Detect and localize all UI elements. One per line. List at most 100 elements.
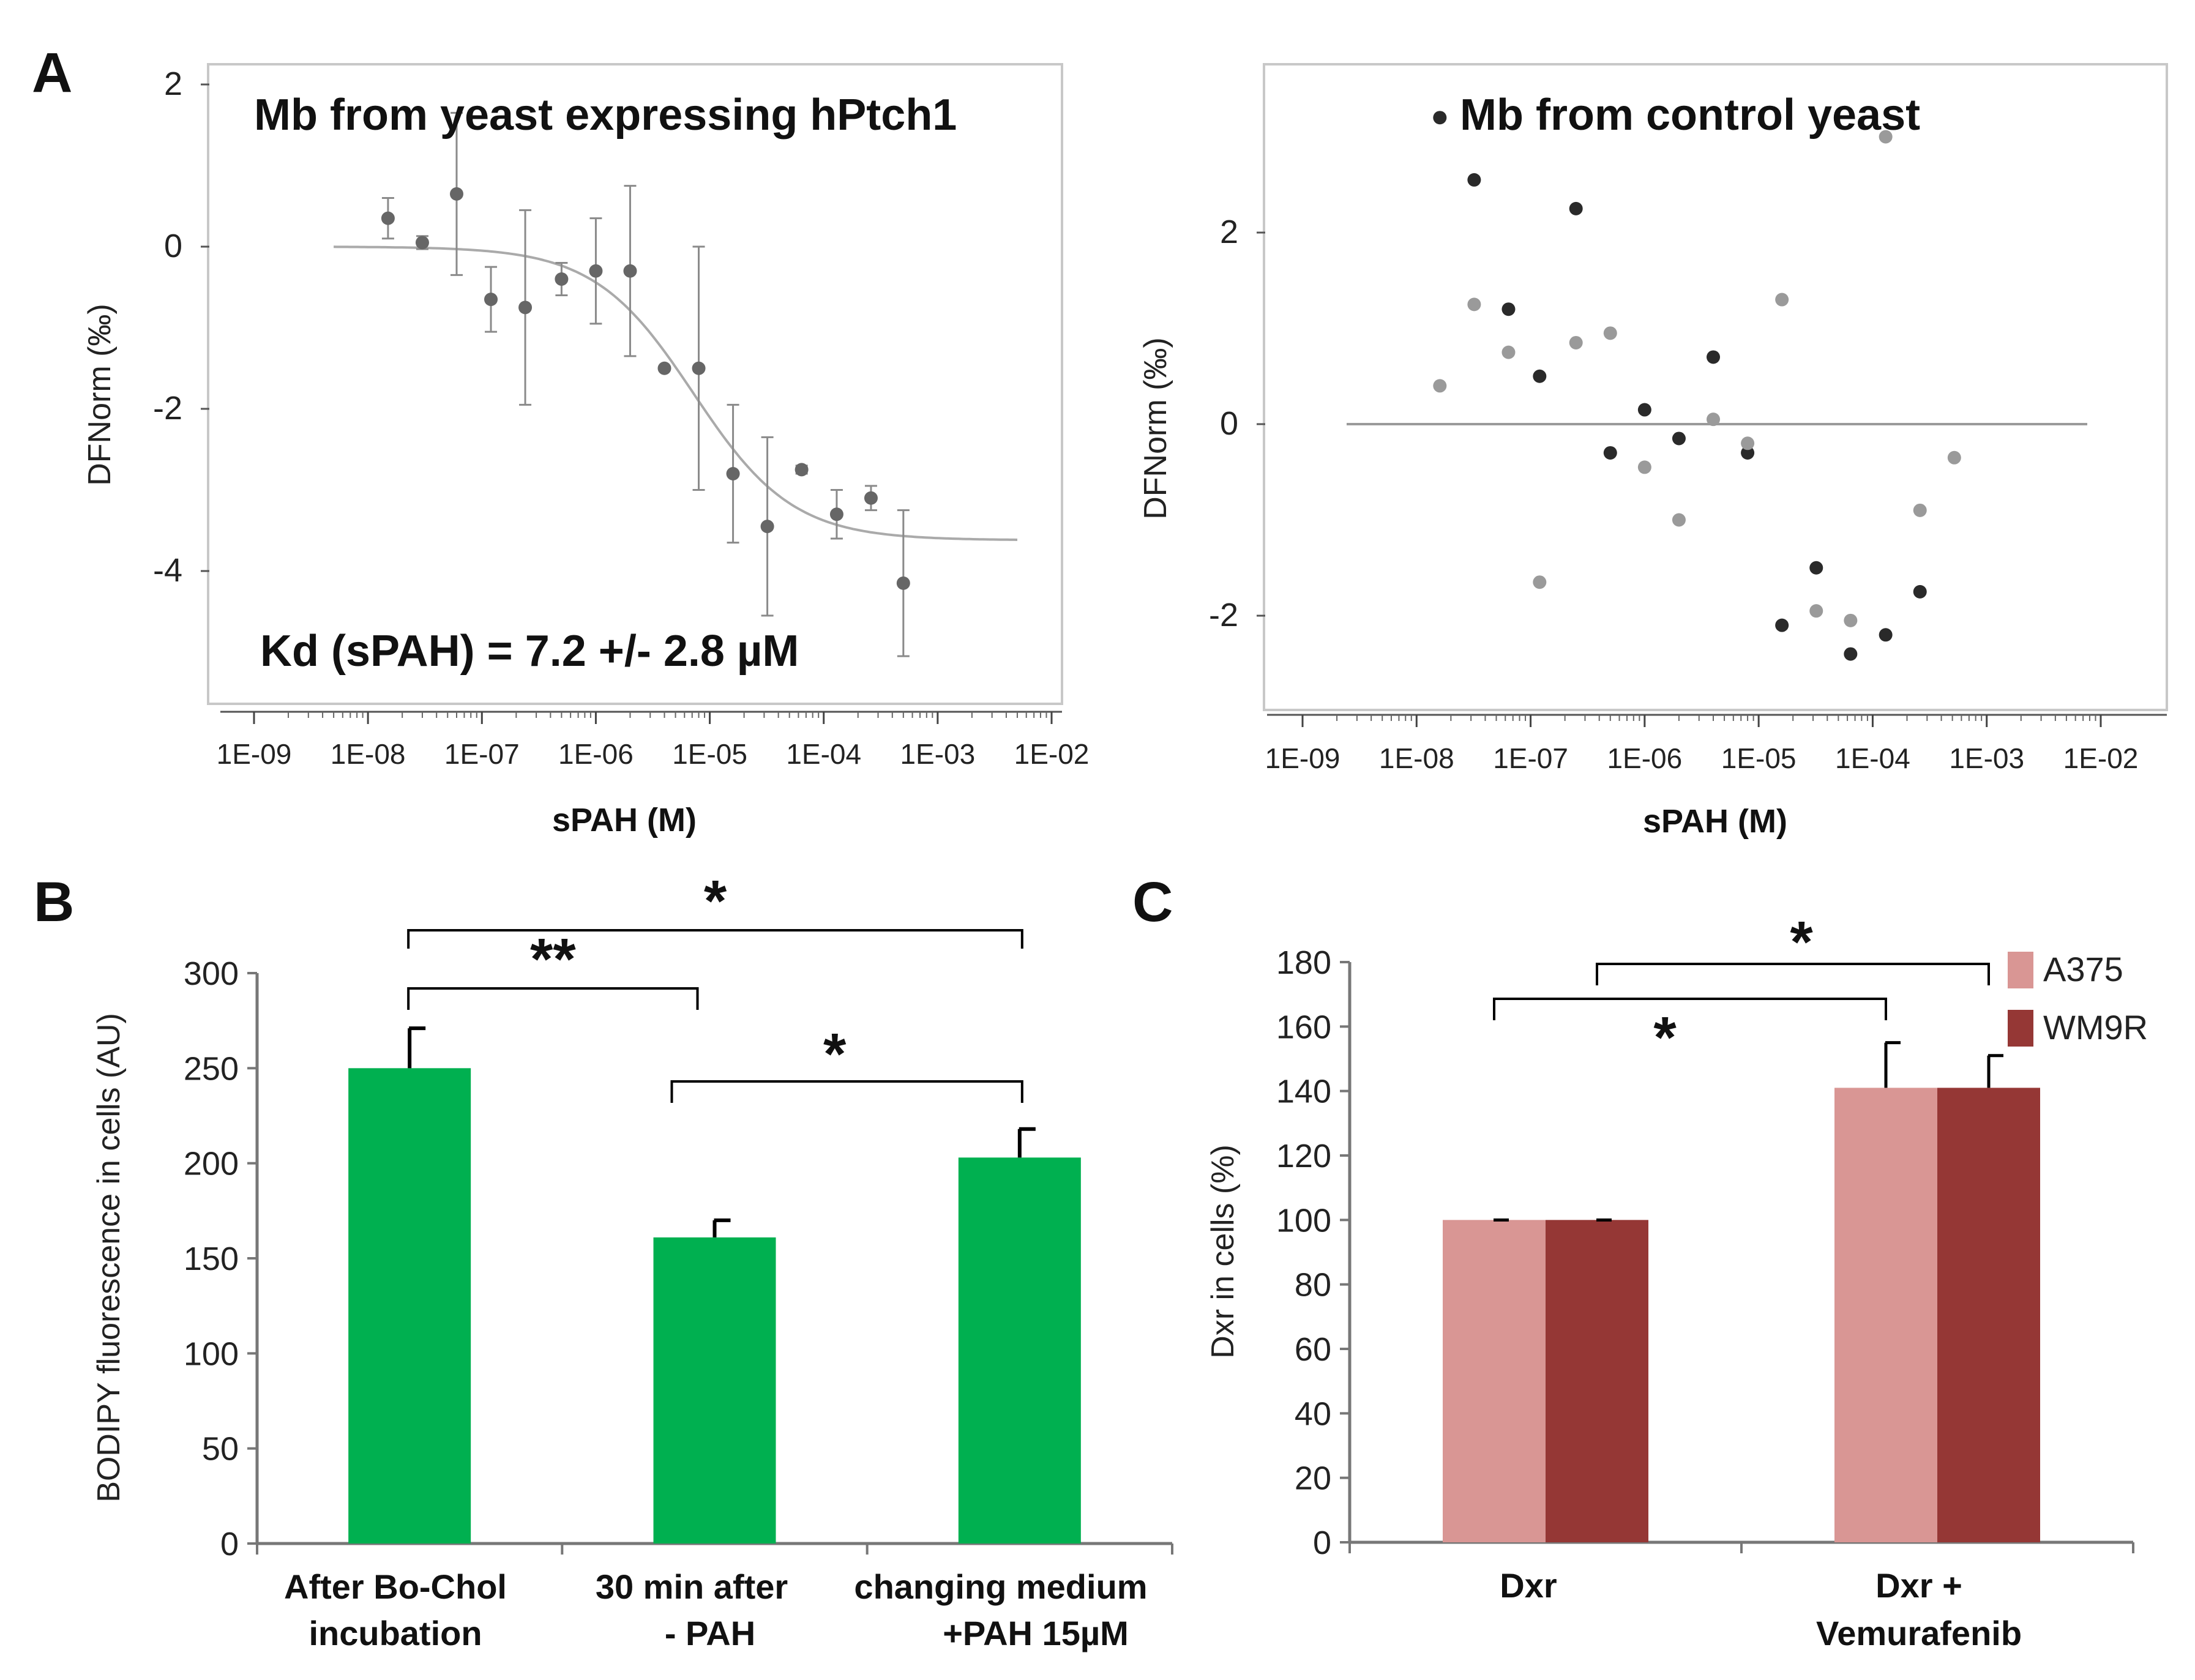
panel-a1-title: Mb from yeast expressing hPtch1	[254, 91, 957, 140]
panel-a2-point-light	[1501, 345, 1516, 359]
panel-a2-point-light	[1775, 293, 1789, 307]
panel-a1-data-point	[726, 467, 740, 480]
panel-a2-point-dark	[1433, 111, 1447, 125]
panel-a2-point-light	[1467, 297, 1481, 312]
panel-a1-data-point	[760, 520, 774, 534]
panel-a1-data-point	[896, 576, 910, 590]
panel-letter-b: B	[34, 871, 74, 933]
panel-a1-data-point	[589, 264, 603, 278]
panel-a1-x-tick-label: 1E-06	[558, 738, 634, 770]
panel-a1-y-tick-label: 0	[164, 228, 182, 264]
panel-a2-point-light	[1672, 513, 1686, 527]
panel-a2-x-tick-label: 1E-02	[2063, 742, 2139, 774]
panel-a2-point-dark	[1501, 302, 1516, 316]
panel-a1-y-tick-label: -2	[153, 390, 182, 427]
panel-c-bar-wm9r	[1937, 1088, 2040, 1542]
panel-a2-y-tick-label: 0	[1220, 405, 1238, 442]
panel-a1-x-tick-label: 1E-03	[900, 738, 975, 770]
panel-a1-x-tick-label: 1E-02	[1014, 738, 1090, 770]
panel-letter-a: A	[32, 42, 72, 104]
panel-a2-point-light	[1533, 575, 1547, 589]
panel-b-significance-label: *	[823, 1021, 847, 1087]
panel-c-bar-wm9r	[1546, 1220, 1648, 1542]
panel-a2-point-dark	[1879, 628, 1893, 642]
panel-c-category-label: Dxr	[1500, 1566, 1557, 1605]
panel-a2-x-tick-label: 1E-09	[1265, 742, 1341, 774]
panel-a2-point-light	[1433, 379, 1447, 393]
panel-b-bar	[958, 1157, 1081, 1544]
panel-a1-data-point	[381, 211, 395, 225]
panel-c-legend-swatch	[2008, 1010, 2033, 1047]
panel-a2-point-light	[1637, 460, 1651, 474]
panel-a2-point-dark	[1913, 584, 1927, 599]
panel-b-significance-label: *	[704, 868, 727, 934]
panel-a2-point-dark	[1637, 403, 1651, 417]
panel-a2-x-tick-label: 1E-05	[1721, 742, 1797, 774]
panel-a1-data-point	[484, 293, 498, 307]
panel-a2-x-tick-label: 1E-03	[1949, 742, 2024, 774]
panel-a2-point-light	[1707, 413, 1721, 427]
panel-c-y-tick-label: 160	[1276, 1009, 1331, 1045]
panel-b-significance-bracket	[670, 1080, 1023, 1103]
panel-b-category-label: +PAH 15µM	[943, 1614, 1129, 1652]
panel-c-category-label: Dxr +	[1875, 1566, 1962, 1605]
panel-b-category-label: - PAH	[665, 1614, 755, 1652]
panel-a1-data-point	[518, 301, 533, 315]
panel-a2-plot-frame	[1263, 63, 2168, 711]
panel-a1-data-point	[657, 361, 671, 375]
panel-c-y-tick-label: 20	[1295, 1460, 1331, 1497]
panel-c-bar-a375	[1443, 1220, 1546, 1542]
panel-a2-point-light	[1947, 450, 1961, 465]
panel-c-y-tick-label: 120	[1276, 1138, 1331, 1174]
panel-a1-fit-curve	[334, 245, 1018, 541]
panel-a1-data-point	[795, 463, 809, 477]
panel-c-y-tick-label: 100	[1276, 1202, 1331, 1239]
panel-a2-point-dark	[1809, 561, 1823, 575]
panel-c-y-tick-label: 80	[1295, 1267, 1331, 1304]
panel-a1-data-point	[415, 236, 429, 250]
panel-b-category-label: changing medium	[854, 1567, 1147, 1606]
panel-a1-data-point	[449, 187, 463, 201]
panel-a1-data-point	[555, 272, 569, 286]
panel-a2-point-light	[1603, 326, 1617, 340]
panel-a2-point-dark	[1569, 201, 1583, 215]
panel-a2-x-tick-label: 1E-08	[1379, 742, 1454, 774]
panel-a2-point-dark	[1775, 618, 1789, 632]
panel-a2-y-tick-label: -2	[1209, 597, 1238, 633]
panel-a2-point-light	[1913, 503, 1927, 517]
panel-a1-y-axis-title: DFNorm (‰)	[82, 304, 118, 486]
panel-a2-point-light	[1809, 604, 1823, 618]
panel-a1-x-tick-label: 1E-08	[331, 738, 406, 770]
panel-b-y-tick-label: 250	[184, 1050, 239, 1087]
panel-letter-c: C	[1132, 871, 1173, 933]
panel-a2-point-dark	[1707, 350, 1721, 364]
panel-c-y-tick-label: 180	[1276, 944, 1331, 981]
panel-a2-x-tick-label: 1E-04	[1835, 742, 1910, 774]
panel-a1-data-point	[829, 507, 843, 521]
panel-c-legend-label: A375	[2043, 950, 2123, 988]
panel-c-significance-bracket	[1493, 998, 1887, 1020]
panel-a2-point-light	[1844, 613, 1858, 627]
panel-a2-point-light	[1741, 436, 1755, 450]
panel-c-bar-a375	[1834, 1088, 1937, 1542]
panel-c-significance-label: *	[1653, 1005, 1677, 1070]
panel-a1-x-tick-label: 1E-05	[672, 738, 747, 770]
panel-c-y-tick-label: 60	[1295, 1331, 1331, 1368]
panel-a1-kd-annotation: Kd (sPAH) = 7.2 +/- 2.8 µM	[260, 627, 799, 676]
panel-b-y-tick-label: 300	[184, 955, 239, 992]
panel-b-significance-label: **	[530, 927, 576, 992]
panel-a1-data-point	[864, 491, 878, 505]
panel-a1-data-point	[692, 361, 706, 375]
panel-a2-x-tick-label: 1E-07	[1493, 742, 1568, 774]
panel-c-significance-label: *	[1790, 909, 1813, 975]
panel-b-bar	[348, 1068, 471, 1544]
panel-a1-x-tick-label: 1E-07	[444, 738, 520, 770]
panel-a2-point-light	[1879, 130, 1893, 144]
panel-a2-x-axis-title: sPAH (M)	[1643, 803, 1787, 840]
panel-a2-x-tick-label: 1E-06	[1607, 742, 1682, 774]
panel-a1-y-tick-label: 2	[164, 65, 182, 102]
panel-a2-point-dark	[1672, 431, 1686, 446]
panel-c-legend-swatch	[2008, 952, 2033, 988]
panel-c-y-tick-label: 0	[1313, 1525, 1331, 1561]
